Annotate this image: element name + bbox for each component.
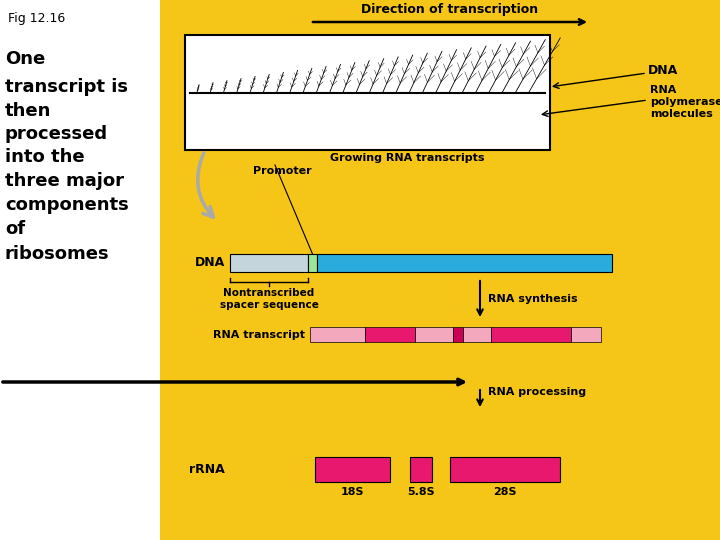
Text: transcript is: transcript is — [5, 78, 128, 96]
Text: RNA processing: RNA processing — [488, 387, 586, 397]
Bar — [365, 327, 415, 342]
Bar — [317, 254, 612, 272]
Bar — [415, 327, 453, 342]
Text: Nontranscribed
spacer sequence: Nontranscribed spacer sequence — [220, 288, 318, 309]
Text: ribosomes: ribosomes — [5, 245, 109, 263]
Text: 28S: 28S — [493, 487, 517, 497]
Bar — [410, 457, 432, 482]
Text: into the: into the — [5, 148, 85, 166]
Bar — [230, 254, 308, 272]
Text: Fig 12.16: Fig 12.16 — [8, 12, 66, 25]
Text: Growing RNA transcripts: Growing RNA transcripts — [330, 153, 485, 163]
Bar — [450, 457, 560, 482]
Text: three major: three major — [5, 172, 124, 190]
Text: processed: processed — [5, 125, 108, 143]
Text: DNA: DNA — [648, 64, 678, 77]
Bar — [453, 327, 463, 342]
Text: RNA transcript: RNA transcript — [213, 329, 305, 340]
Text: then: then — [5, 102, 51, 120]
Bar — [308, 254, 317, 272]
Text: components: components — [5, 196, 129, 214]
Text: of: of — [5, 220, 25, 238]
Text: 18S: 18S — [341, 487, 364, 497]
Bar — [571, 327, 601, 342]
Text: 5.8S: 5.8S — [408, 487, 435, 497]
Text: rRNA: rRNA — [189, 463, 225, 476]
Bar — [463, 327, 491, 342]
Bar — [310, 327, 365, 342]
Bar — [185, 35, 550, 150]
Bar — [315, 457, 390, 482]
Text: RNA
polymerase
molecules: RNA polymerase molecules — [650, 85, 720, 119]
Text: One: One — [5, 50, 45, 68]
Text: DNA: DNA — [194, 256, 225, 269]
Bar — [491, 327, 571, 342]
Text: RNA synthesis: RNA synthesis — [488, 294, 577, 304]
FancyArrowPatch shape — [198, 152, 213, 217]
Text: Promoter: Promoter — [253, 166, 312, 176]
Bar — [0, 0, 160, 540]
Text: Direction of transcription: Direction of transcription — [361, 3, 539, 16]
